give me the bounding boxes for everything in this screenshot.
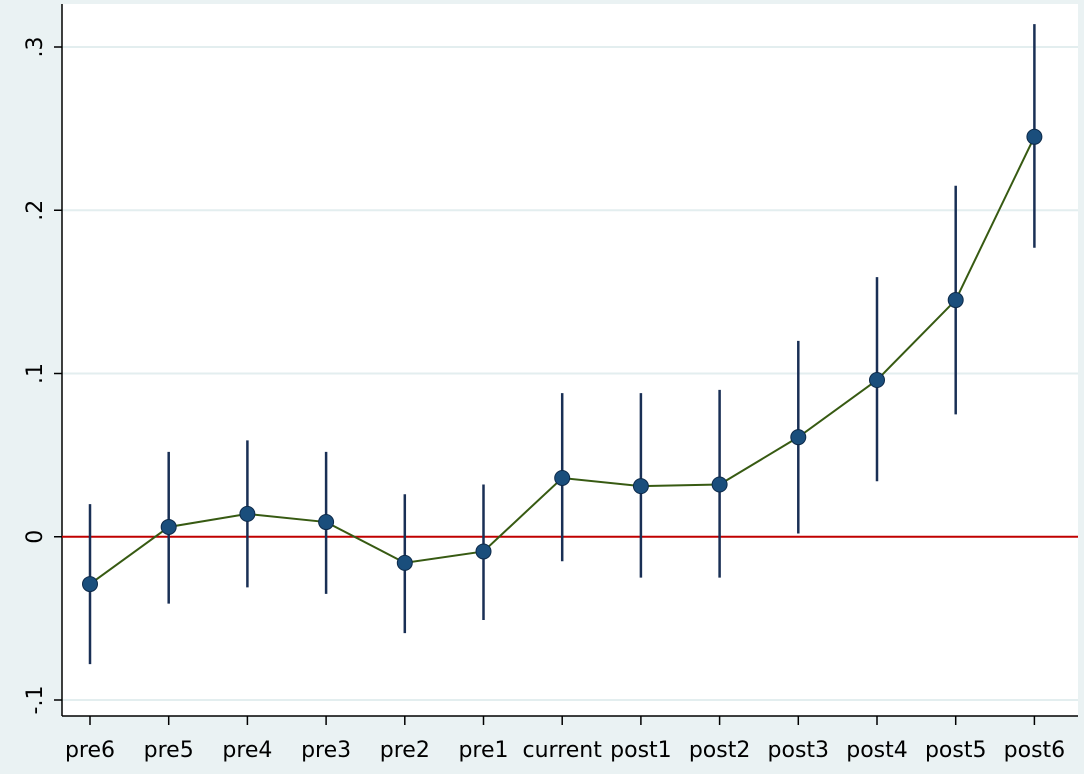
x-tick-label: post5 [925, 738, 987, 763]
x-tick-label: pre4 [222, 738, 272, 763]
x-tick-label: post6 [1004, 738, 1066, 763]
data-point [396, 554, 413, 571]
y-tick-label: .1 [23, 363, 48, 384]
x-tick-label: current [523, 738, 603, 763]
data-point [869, 372, 885, 389]
y-axis: -.1 0 .1 .2 .3 [23, 4, 63, 716]
plot-area [62, 4, 1078, 716]
x-tick-label: pre3 [301, 738, 351, 763]
data-point [554, 469, 571, 486]
x-tick-label: post3 [768, 738, 830, 763]
data-point [239, 505, 256, 522]
data-point [1026, 128, 1043, 145]
data-point [790, 429, 807, 446]
data-point [475, 543, 492, 560]
data-point [711, 476, 728, 493]
x-tick-label: post2 [689, 738, 751, 763]
data-point [82, 576, 98, 593]
data-point [160, 518, 177, 535]
data-points [82, 128, 1043, 593]
data-point [947, 292, 964, 309]
y-tick-label: .3 [23, 37, 48, 58]
y-tick-label: .2 [23, 200, 48, 221]
y-tick-label: -.1 [23, 686, 48, 715]
data-point [318, 514, 335, 531]
x-tick-label: post4 [846, 738, 908, 763]
x-tick-label: pre2 [380, 738, 430, 763]
x-axis: pre6 pre5 pre4 pre3 pre2 pre1 current post1 post… [62, 715, 1078, 763]
x-tick-label: pre6 [65, 738, 115, 763]
y-tick-label: 0 [23, 530, 48, 544]
x-tick-label: post1 [610, 738, 672, 763]
data-point [632, 478, 649, 495]
x-tick-label: pre1 [458, 738, 508, 763]
gridlines [62, 46, 1078, 701]
x-tick-label: pre5 [144, 738, 194, 763]
